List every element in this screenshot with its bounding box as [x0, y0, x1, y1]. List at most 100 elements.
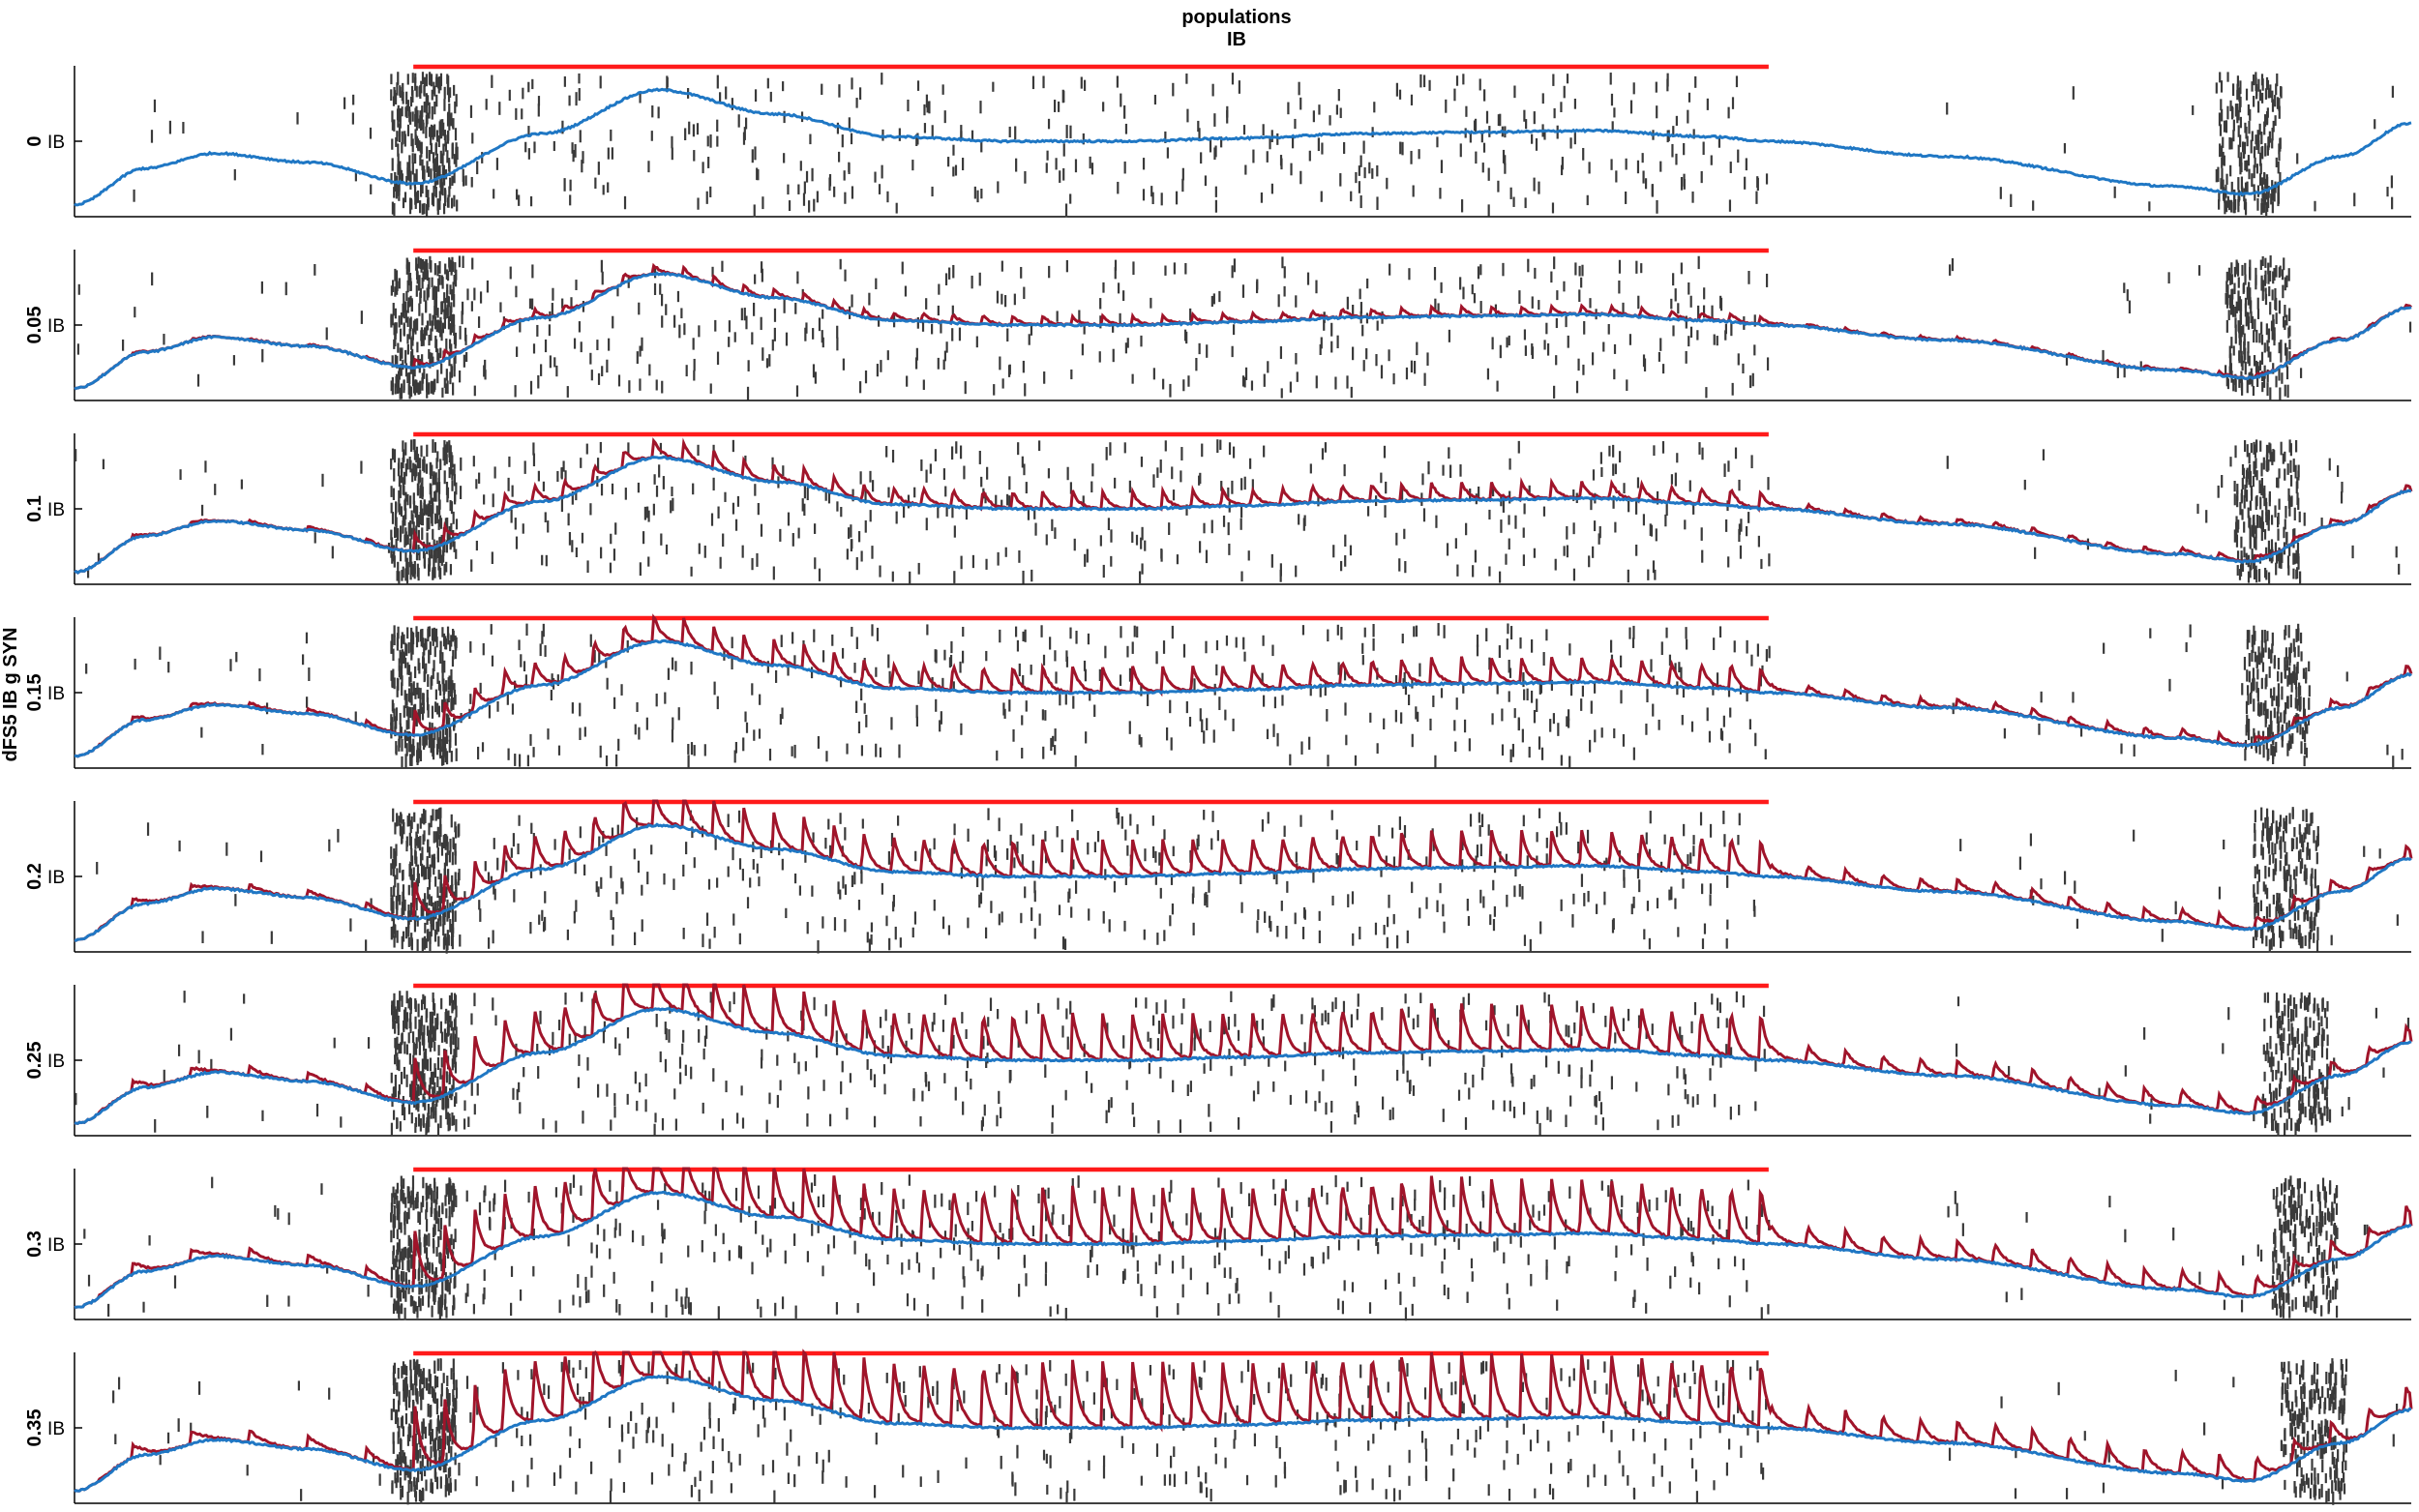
- spike-mark: [438, 261, 441, 274]
- spike-mark: [163, 334, 165, 345]
- spike-mark: [1567, 709, 1570, 722]
- spike-mark: [2240, 176, 2244, 190]
- spike-mark: [1627, 1008, 1630, 1022]
- spike-mark: [896, 815, 900, 826]
- spike-mark: [463, 327, 467, 341]
- spike-mark: [2269, 270, 2272, 282]
- spike-mark: [1312, 110, 1315, 123]
- spike-mark: [1703, 923, 1707, 934]
- spike-mark: [1415, 706, 1418, 720]
- spike-mark: [2266, 829, 2269, 842]
- spike-mark: [1031, 834, 1034, 846]
- spike-mark: [225, 842, 228, 856]
- spike-mark: [414, 76, 417, 91]
- spike-mark: [399, 863, 402, 874]
- spike-mark: [2249, 287, 2252, 299]
- spike-mark: [426, 146, 429, 159]
- spike-mark: [2248, 652, 2251, 667]
- spike-mark: [395, 538, 398, 549]
- spike-mark: [575, 900, 578, 912]
- spike-mark: [549, 355, 552, 369]
- spike-mark: [620, 684, 623, 696]
- spike-mark: [1550, 271, 1553, 283]
- spike-mark: [1142, 158, 1146, 170]
- spike-mark: [2227, 267, 2231, 281]
- spike-mark: [754, 89, 758, 103]
- spike-mark: [434, 901, 437, 912]
- spike-mark: [2266, 340, 2269, 352]
- spike-mark: [1216, 439, 1219, 454]
- spike-mark: [1314, 1100, 1317, 1112]
- spike-mark: [430, 924, 433, 937]
- spike-mark: [415, 626, 418, 637]
- spike-mark: [1709, 894, 1712, 906]
- spike-mark: [464, 334, 467, 345]
- spike-mark: [1508, 691, 1510, 702]
- spike-mark: [425, 938, 428, 949]
- spike-mark: [2262, 199, 2265, 213]
- spike-mark: [2245, 161, 2249, 172]
- spike-mark: [419, 688, 422, 699]
- spike-mark: [1505, 853, 1508, 865]
- spike-mark: [982, 1035, 985, 1050]
- spike-mark: [702, 162, 704, 174]
- spike-mark: [541, 909, 544, 921]
- spike-mark: [2285, 870, 2289, 881]
- spike-mark: [512, 1087, 515, 1100]
- spike-mark: [415, 379, 418, 394]
- spike-mark: [1509, 749, 1512, 763]
- spike-mark: [1024, 629, 1027, 642]
- spike-mark: [1359, 155, 1362, 167]
- spike-mark: [2258, 333, 2261, 343]
- spike-mark: [1024, 170, 1027, 184]
- spike-mark: [754, 274, 757, 284]
- spike-mark: [2395, 546, 2398, 558]
- spike-mark: [1344, 702, 1347, 716]
- spike-mark: [1182, 643, 1186, 658]
- spike-mark: [445, 338, 448, 351]
- spike-mark: [417, 687, 420, 699]
- spike-mark: [2299, 721, 2302, 735]
- spike-mark: [906, 375, 909, 387]
- spike-mark: [2275, 696, 2279, 706]
- spike-mark: [836, 337, 839, 351]
- spike-mark: [2296, 153, 2299, 164]
- spike-mark: [1088, 908, 1090, 921]
- spike-mark: [433, 185, 435, 196]
- spike-mark: [1412, 185, 1415, 197]
- spike-mark: [959, 445, 963, 460]
- spike-mark: [659, 442, 663, 455]
- spike-mark: [423, 642, 426, 656]
- spike-mark: [2284, 342, 2287, 356]
- spike-mark: [690, 661, 693, 675]
- spike-mark: [659, 283, 662, 295]
- spike-mark: [747, 360, 750, 371]
- spike-mark: [891, 449, 895, 463]
- spike-mark: [1512, 1106, 1516, 1118]
- spike-mark: [1630, 904, 1633, 915]
- spike-mark: [451, 175, 454, 187]
- spike-mark: [532, 453, 536, 467]
- spike-mark: [953, 525, 956, 538]
- spike-mark: [435, 153, 438, 167]
- spike-mark: [401, 90, 403, 102]
- spike-mark: [1632, 896, 1635, 908]
- spike-mark: [422, 658, 426, 669]
- figure-title: populations: [1181, 7, 1291, 28]
- spike-mark: [611, 827, 614, 839]
- spike-mark: [1256, 920, 1259, 934]
- spike-mark: [597, 886, 600, 898]
- spike-mark: [923, 104, 926, 116]
- spike-mark: [177, 1044, 181, 1056]
- spike-mark: [395, 502, 398, 514]
- spike-mark: [766, 661, 769, 673]
- spike-mark: [2255, 329, 2258, 343]
- spike-mark: [769, 91, 772, 103]
- spike-mark: [409, 460, 412, 473]
- spike-mark: [2275, 312, 2278, 324]
- spike-mark: [2314, 840, 2317, 851]
- spike-mark: [1573, 1022, 1576, 1034]
- spike-mark: [2284, 305, 2286, 318]
- spike-mark: [1376, 320, 1379, 331]
- spike-mark: [405, 257, 408, 269]
